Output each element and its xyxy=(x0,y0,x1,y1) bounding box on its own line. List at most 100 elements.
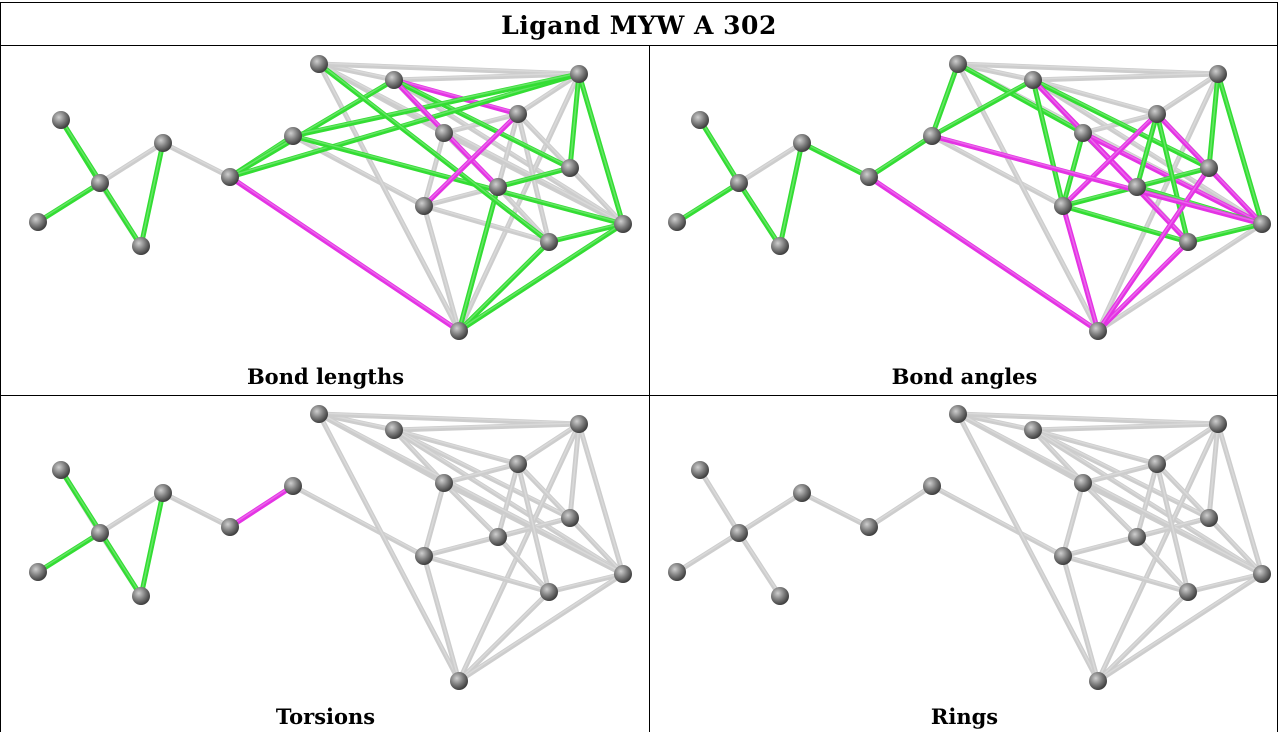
bond-highlight xyxy=(393,72,580,80)
bond xyxy=(799,490,872,530)
bond xyxy=(736,180,783,249)
bond xyxy=(391,421,582,433)
bond xyxy=(1095,421,1221,684)
atom xyxy=(561,159,579,177)
bond-highlight xyxy=(318,62,550,242)
atom xyxy=(691,111,709,129)
atom xyxy=(435,124,453,142)
atom xyxy=(570,65,588,83)
bond xyxy=(316,61,552,245)
atom xyxy=(1253,565,1271,583)
bond xyxy=(1030,77,1212,171)
bond xyxy=(160,490,233,530)
bond-highlight xyxy=(229,484,294,527)
bond xyxy=(929,133,1066,209)
bond-highlight xyxy=(393,422,580,430)
atom xyxy=(771,237,789,255)
bond xyxy=(1095,589,1191,684)
bond xyxy=(674,530,742,575)
bond xyxy=(97,490,166,536)
bond-highlight xyxy=(957,412,1219,424)
bond xyxy=(929,133,1265,227)
bond-highlight xyxy=(458,422,580,681)
bond xyxy=(955,411,1101,684)
atom xyxy=(1200,159,1218,177)
bond-highlight xyxy=(423,204,460,331)
bond xyxy=(567,421,582,521)
bond-highlight xyxy=(569,166,624,224)
atom xyxy=(1054,547,1072,565)
bond xyxy=(576,421,626,577)
atom xyxy=(570,415,588,433)
bond xyxy=(316,411,626,577)
bond-highlight xyxy=(699,468,740,533)
bond xyxy=(515,461,573,521)
bond-highlight xyxy=(517,72,580,114)
atom xyxy=(923,477,941,495)
bond xyxy=(391,427,521,467)
bond-highlight xyxy=(1062,554,1189,592)
bond xyxy=(1095,165,1212,334)
bond-highlight xyxy=(1217,422,1263,574)
atom xyxy=(450,322,468,340)
bond xyxy=(777,140,805,249)
bond xyxy=(421,203,462,334)
bond-highlight xyxy=(99,491,164,533)
bond xyxy=(441,480,501,540)
bond xyxy=(1185,571,1265,595)
bond xyxy=(227,174,462,334)
bond xyxy=(1215,421,1265,577)
atom xyxy=(52,461,70,479)
atom xyxy=(668,213,686,231)
atom xyxy=(29,213,47,231)
molecule-bond-lengths xyxy=(29,55,632,340)
bond-highlight xyxy=(1097,590,1189,681)
bond xyxy=(1154,71,1221,117)
bond-highlight xyxy=(1062,204,1189,242)
bond xyxy=(227,483,296,530)
bond xyxy=(736,490,805,536)
bond-highlight xyxy=(140,491,164,596)
bond-highlight xyxy=(957,62,1219,74)
bond-highlight xyxy=(99,141,164,183)
bond xyxy=(866,133,935,180)
bond-highlight xyxy=(517,462,550,592)
bond-highlight xyxy=(676,181,740,222)
bond-highlight xyxy=(1187,222,1263,242)
atom xyxy=(1054,197,1072,215)
bond xyxy=(421,111,521,209)
bond xyxy=(929,77,1036,139)
bond-highlight xyxy=(318,62,460,331)
bond-highlight xyxy=(140,141,164,246)
atom xyxy=(1024,71,1042,89)
atom xyxy=(489,178,507,196)
bond-highlight xyxy=(1032,422,1219,430)
bond xyxy=(495,461,521,540)
atom xyxy=(509,105,527,123)
atom xyxy=(489,528,507,546)
atom xyxy=(860,168,878,186)
bond-highlight xyxy=(1062,554,1099,681)
bond-highlight xyxy=(1097,72,1219,331)
panel-rings xyxy=(640,396,1278,696)
atom xyxy=(415,197,433,215)
figure-title: Ligand MYW A 302 xyxy=(501,11,777,40)
bond-highlight xyxy=(318,412,460,681)
bond xyxy=(1030,71,1221,83)
bond xyxy=(1030,77,1066,209)
bond-highlight xyxy=(229,72,580,177)
bond xyxy=(138,490,166,599)
bond xyxy=(1060,203,1191,245)
atom xyxy=(730,174,748,192)
atom xyxy=(221,518,239,536)
title-cell: Ligand MYW A 302 xyxy=(0,2,1278,45)
atom xyxy=(691,461,709,479)
atom xyxy=(1128,528,1146,546)
bond xyxy=(456,571,626,684)
bond-highlight xyxy=(957,62,1084,133)
bond xyxy=(1206,421,1221,521)
molecule-torsions xyxy=(29,405,632,690)
bond xyxy=(456,71,582,334)
panel-bond-lengths xyxy=(1,46,650,346)
bond xyxy=(1060,111,1160,209)
